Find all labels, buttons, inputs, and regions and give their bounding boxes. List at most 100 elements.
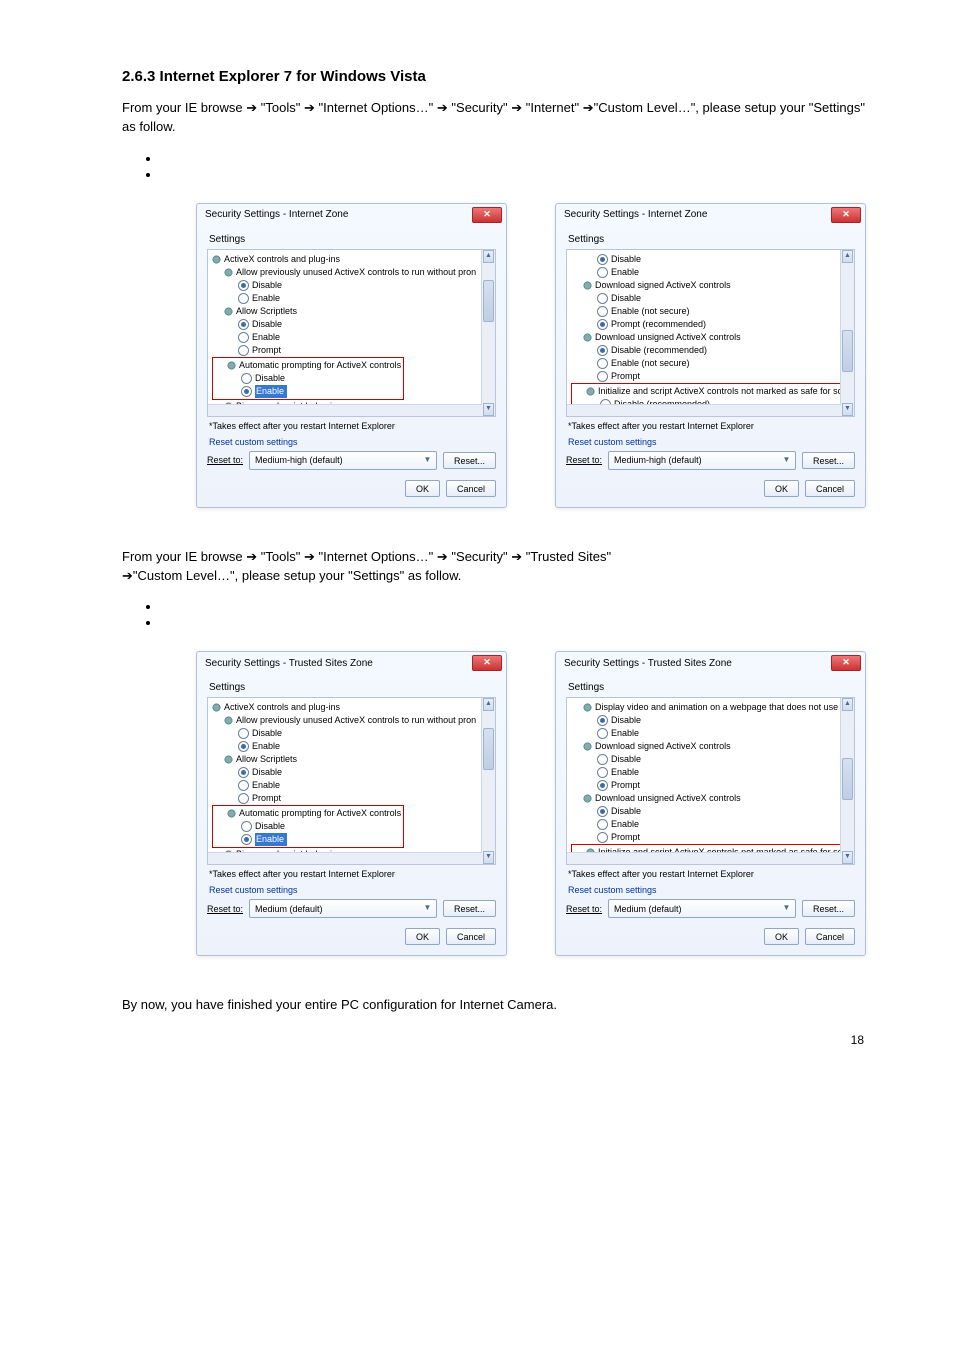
tree-item: Disable — [611, 714, 641, 727]
reset-button[interactable]: Reset... — [443, 452, 496, 469]
tree-item: Disable — [252, 727, 282, 740]
gear-icon — [224, 307, 233, 316]
reset-button[interactable]: Reset... — [802, 452, 855, 469]
radio-icon[interactable] — [238, 319, 249, 330]
tree-item: Enable — [611, 727, 639, 740]
radio-icon[interactable] — [238, 332, 249, 343]
radio-icon[interactable] — [238, 780, 249, 791]
radio-icon[interactable] — [597, 754, 608, 765]
bullet-item — [160, 599, 866, 615]
ok-button[interactable]: OK — [764, 480, 799, 497]
radio-icon[interactable] — [597, 293, 608, 304]
vertical-scrollbar[interactable]: ▲▼ — [481, 698, 495, 864]
radio-icon[interactable] — [597, 819, 608, 830]
security-dialog-internet-left: Security Settings - Internet Zone ✕ Sett… — [196, 203, 507, 508]
gear-icon — [227, 361, 236, 370]
radio-icon[interactable] — [597, 371, 608, 382]
horizontal-scrollbar[interactable] — [208, 852, 482, 864]
p1-seg1: "Tools" — [261, 100, 304, 115]
gear-icon — [583, 703, 592, 712]
tree-item: Allow Scriptlets — [236, 305, 297, 318]
restart-note: *Takes effect after you restart Internet… — [209, 421, 496, 431]
tree-item: Disable — [252, 766, 282, 779]
tree-item: Disable — [611, 253, 641, 266]
tree-item: ActiveX controls and plug-ins — [224, 701, 340, 714]
horizontal-scrollbar[interactable] — [567, 404, 841, 416]
radio-icon[interactable] — [241, 386, 252, 397]
tree-item: Enable — [611, 818, 639, 831]
radio-icon[interactable] — [241, 834, 252, 845]
gear-icon — [583, 333, 592, 342]
radio-icon[interactable] — [597, 267, 608, 278]
horizontal-scrollbar[interactable] — [208, 404, 482, 416]
tree-item: ActiveX controls and plug-ins — [224, 253, 340, 266]
reset-button[interactable]: Reset... — [802, 900, 855, 917]
radio-icon[interactable] — [238, 345, 249, 356]
vertical-scrollbar[interactable]: ▲▼ — [840, 698, 854, 864]
settings-tree[interactable]: ActiveX controls and plug-ins Allow prev… — [207, 249, 496, 417]
vertical-scrollbar[interactable]: ▲▼ — [481, 250, 495, 416]
cancel-button[interactable]: Cancel — [805, 928, 855, 945]
vertical-scrollbar[interactable]: ▲▼ — [840, 250, 854, 416]
radio-icon[interactable] — [597, 767, 608, 778]
reset-button[interactable]: Reset... — [443, 900, 496, 917]
reset-level-dropdown[interactable]: Medium-high (default) ▼ — [249, 451, 437, 470]
radio-icon[interactable] — [238, 728, 249, 739]
ok-button[interactable]: OK — [405, 928, 440, 945]
radio-icon[interactable] — [597, 319, 608, 330]
radio-icon[interactable] — [238, 293, 249, 304]
arrow-icon: ➔ — [583, 100, 594, 115]
radio-icon[interactable] — [597, 254, 608, 265]
settings-tree[interactable]: ActiveX controls and plug-ins Allow prev… — [207, 697, 496, 865]
tree-item: Allow Scriptlets — [236, 753, 297, 766]
radio-icon[interactable] — [238, 767, 249, 778]
radio-icon[interactable] — [597, 345, 608, 356]
tree-item: Prompt — [611, 831, 640, 844]
reset-level-dropdown[interactable]: Medium-high (default) ▼ — [608, 451, 796, 470]
p2-seg3: "Security" — [451, 549, 511, 564]
radio-icon[interactable] — [597, 358, 608, 369]
reset-level-dropdown[interactable]: Medium (default) ▼ — [608, 899, 796, 918]
radio-icon[interactable] — [238, 793, 249, 804]
arrow-icon: ➔ — [122, 568, 133, 583]
dialog-title: Security Settings - Internet Zone — [205, 209, 348, 220]
radio-icon[interactable] — [597, 806, 608, 817]
cancel-button[interactable]: Cancel — [446, 928, 496, 945]
section-heading: 2.6.3 Internet Explorer 7 for Windows Vi… — [122, 68, 866, 85]
cancel-button[interactable]: Cancel — [446, 480, 496, 497]
radio-icon[interactable] — [238, 741, 249, 752]
tree-item: Enable — [252, 740, 280, 753]
p2-seg0: From your IE browse — [122, 549, 246, 564]
tree-item: Enable — [252, 331, 280, 344]
close-icon[interactable]: ✕ — [472, 655, 502, 671]
radio-icon[interactable] — [241, 821, 252, 832]
close-icon[interactable]: ✕ — [831, 655, 861, 671]
settings-label: Settings — [568, 234, 855, 245]
settings-tree[interactable]: Display video and animation on a webpage… — [566, 697, 855, 865]
radio-icon[interactable] — [597, 306, 608, 317]
reset-to-label: Reset to: — [207, 904, 243, 914]
gear-icon — [224, 268, 233, 277]
radio-icon[interactable] — [238, 280, 249, 291]
chevron-down-icon: ▼ — [421, 454, 434, 467]
reset-level-dropdown[interactable]: Medium (default) ▼ — [249, 899, 437, 918]
radio-icon[interactable] — [597, 715, 608, 726]
tree-item: Enable — [252, 292, 280, 305]
arrow-icon: ➔ — [511, 100, 522, 115]
horizontal-scrollbar[interactable] — [567, 852, 841, 864]
arrow-icon: ➔ — [304, 549, 315, 564]
radio-icon[interactable] — [241, 373, 252, 384]
ok-button[interactable]: OK — [405, 480, 440, 497]
radio-icon[interactable] — [597, 728, 608, 739]
radio-icon[interactable] — [597, 780, 608, 791]
close-icon[interactable]: ✕ — [831, 207, 861, 223]
gear-icon — [586, 387, 595, 396]
dialog-titlebar: Security Settings - Trusted Sites Zone ✕ — [556, 652, 865, 674]
close-icon[interactable]: ✕ — [472, 207, 502, 223]
gear-icon — [583, 742, 592, 751]
radio-icon[interactable] — [597, 832, 608, 843]
ok-button[interactable]: OK — [764, 928, 799, 945]
cancel-button[interactable]: Cancel — [805, 480, 855, 497]
settings-tree[interactable]: Disable Enable Download signed ActiveX c… — [566, 249, 855, 417]
gear-icon — [583, 281, 592, 290]
